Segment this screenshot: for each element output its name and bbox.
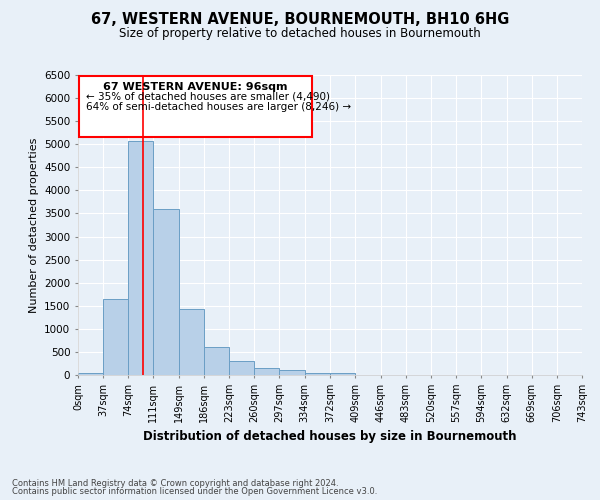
Bar: [204, 346, 229, 375]
Text: 67 WESTERN AVENUE: 96sqm: 67 WESTERN AVENUE: 96sqm: [103, 82, 288, 92]
Bar: [128, 140, 153, 375]
Bar: [103, 299, 128, 375]
Text: 64% of semi-detached houses are larger (8,246) →: 64% of semi-detached houses are larger (…: [86, 102, 351, 112]
Bar: [280, 370, 305, 375]
Bar: [254, 368, 280, 375]
Bar: [305, 372, 331, 375]
Text: Contains public sector information licensed under the Open Government Licence v3: Contains public sector information licen…: [12, 487, 377, 496]
Text: Size of property relative to detached houses in Bournemouth: Size of property relative to detached ho…: [119, 28, 481, 40]
Bar: [229, 361, 254, 375]
Text: 67, WESTERN AVENUE, BOURNEMOUTH, BH10 6HG: 67, WESTERN AVENUE, BOURNEMOUTH, BH10 6H…: [91, 12, 509, 28]
Bar: [79, 76, 312, 138]
Text: ← 35% of detached houses are smaller (4,490): ← 35% of detached houses are smaller (4,…: [86, 92, 330, 102]
Bar: [331, 372, 355, 375]
X-axis label: Distribution of detached houses by size in Bournemouth: Distribution of detached houses by size …: [143, 430, 517, 444]
Bar: [179, 310, 204, 375]
Y-axis label: Number of detached properties: Number of detached properties: [29, 138, 38, 312]
Bar: [78, 372, 103, 375]
Bar: [153, 210, 179, 375]
Text: Contains HM Land Registry data © Crown copyright and database right 2024.: Contains HM Land Registry data © Crown c…: [12, 478, 338, 488]
